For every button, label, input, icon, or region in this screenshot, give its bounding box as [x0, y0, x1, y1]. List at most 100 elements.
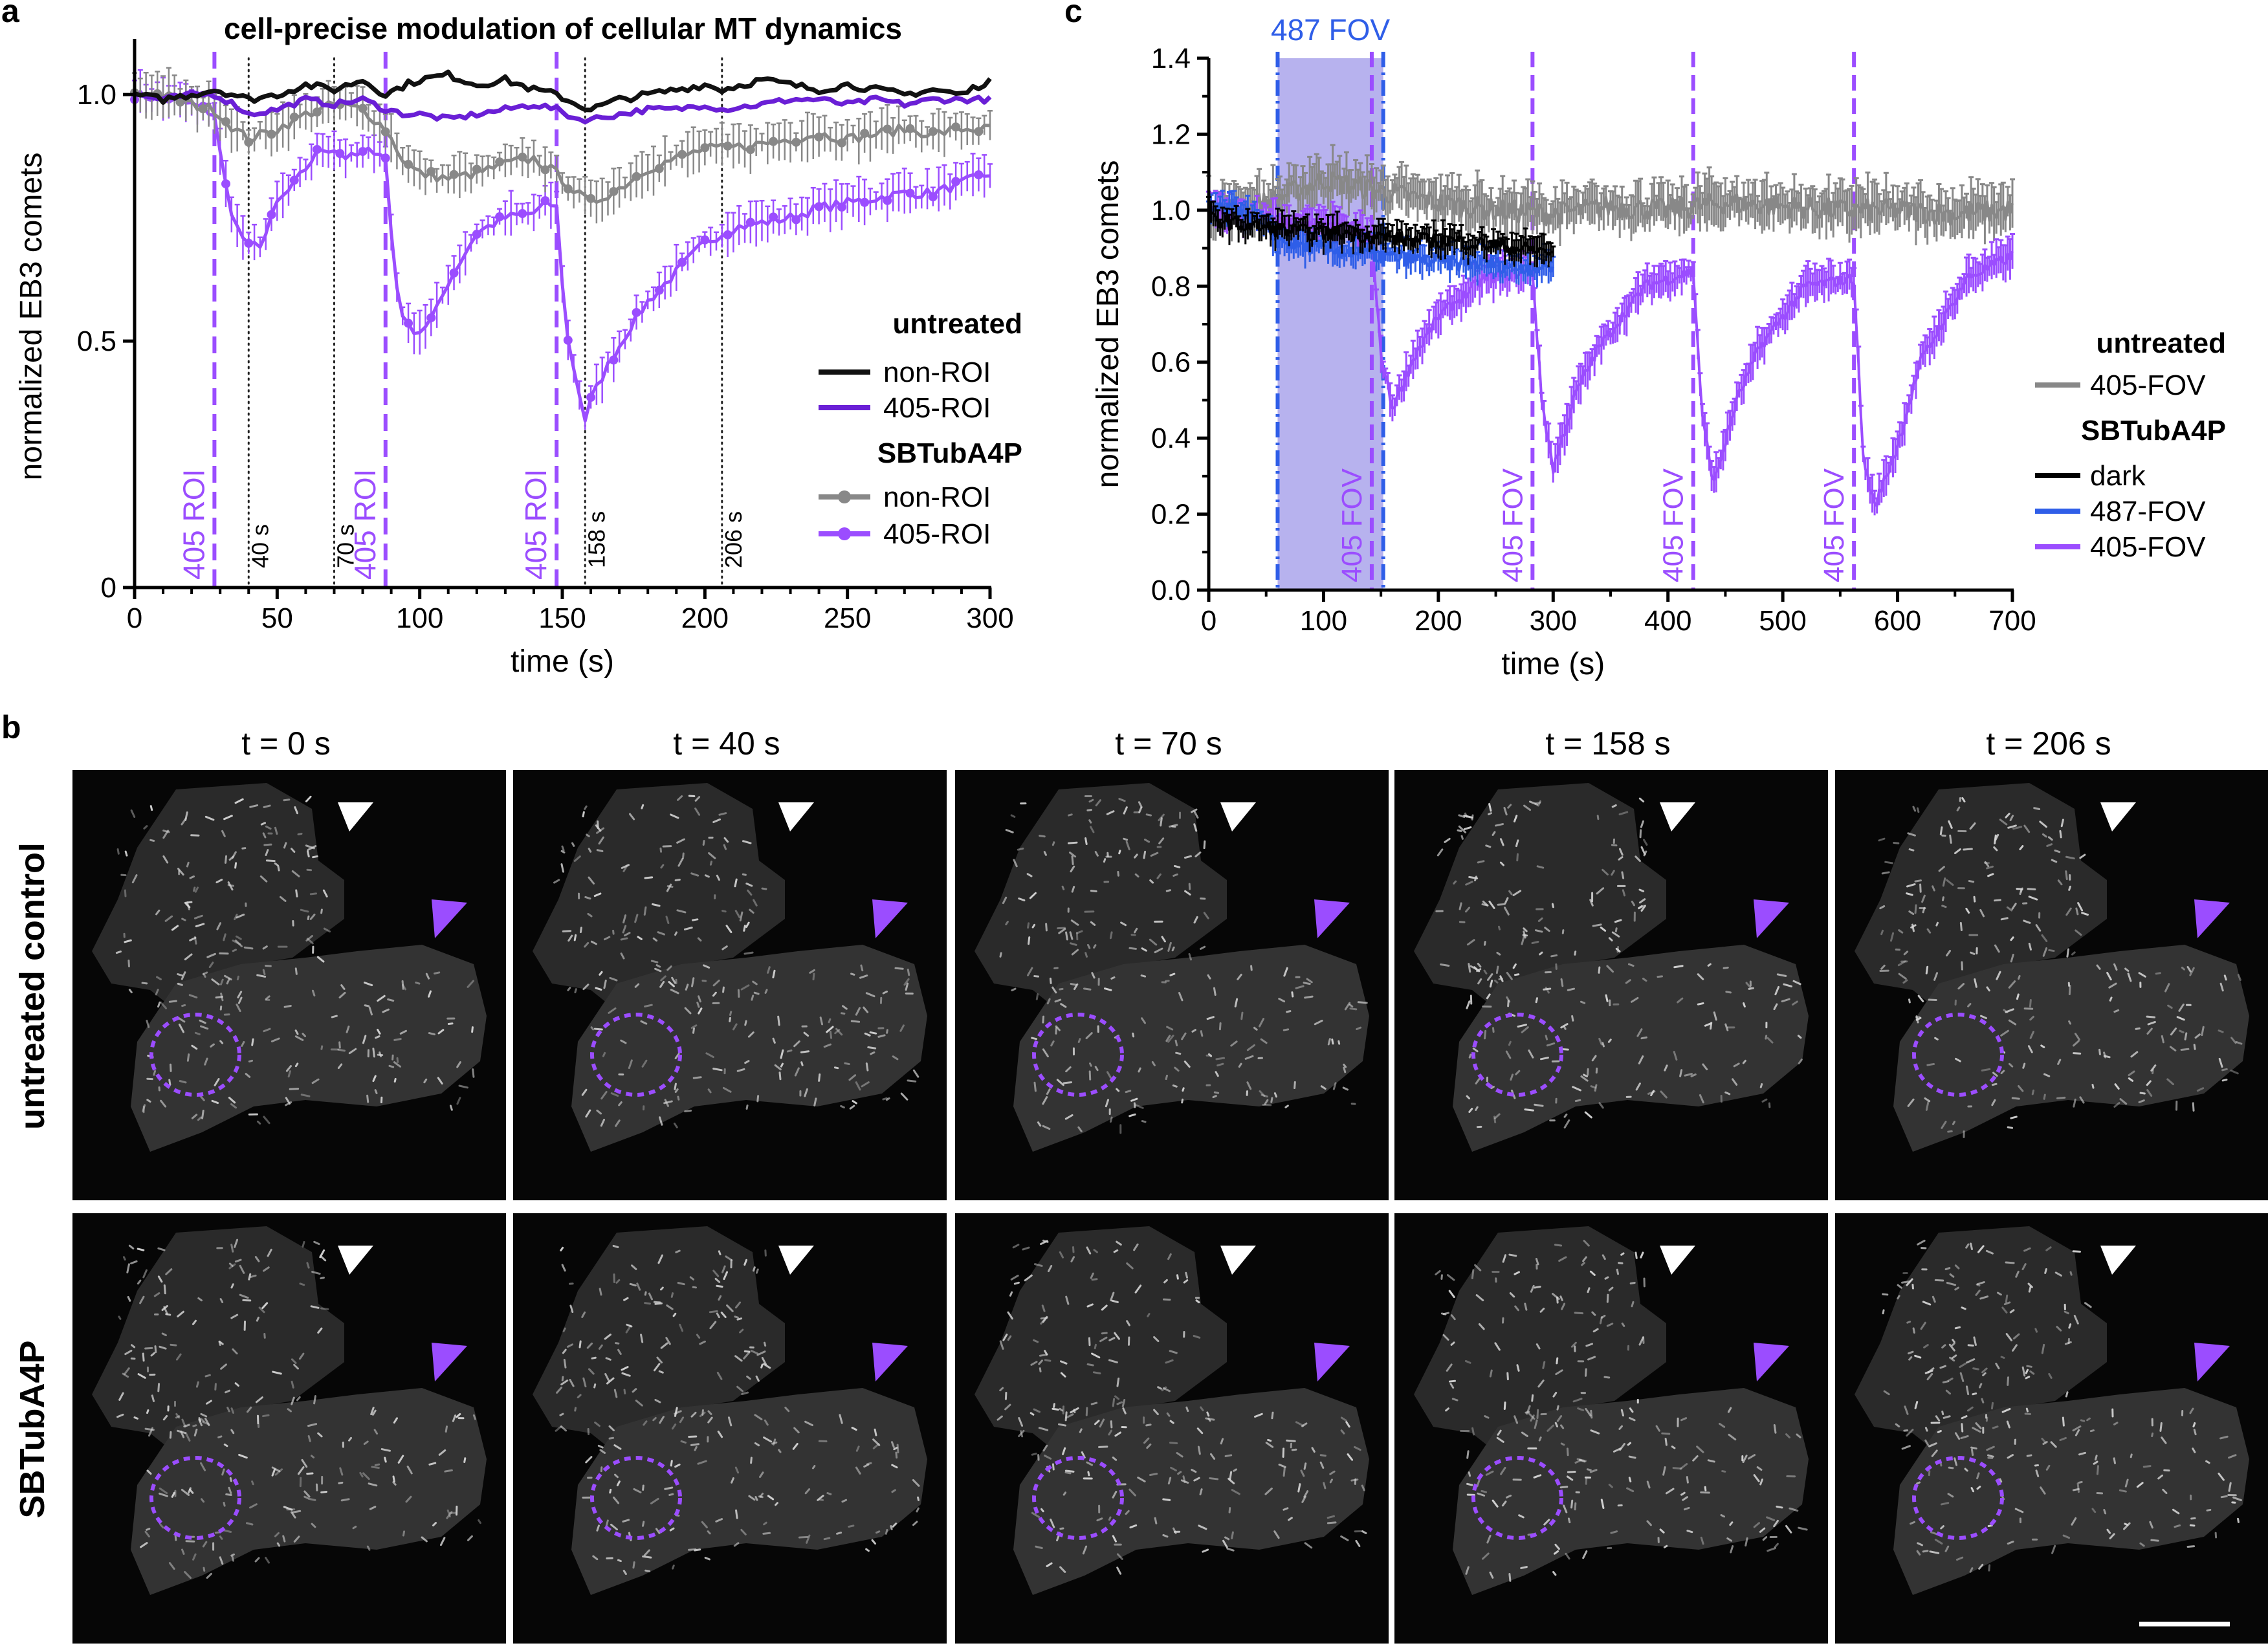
comet: [2008, 1062, 2014, 1068]
comet: [1756, 1466, 1763, 1471]
comet: [1589, 899, 1594, 907]
comet: [1767, 1037, 1774, 1044]
comet: [1088, 798, 1094, 803]
comet: [746, 1375, 751, 1380]
comet: [1494, 1342, 1501, 1351]
comet: [826, 1491, 832, 1495]
comet: [1598, 966, 1601, 974]
micrograph-tile: [1394, 1213, 1828, 1644]
data-point: [540, 196, 550, 206]
y-tick-label: 1.0: [77, 79, 116, 111]
comet: [723, 844, 727, 850]
comet: [305, 795, 312, 802]
comet: [221, 1468, 225, 1476]
comet: [291, 848, 296, 853]
comet: [1586, 1468, 1592, 1471]
comet: [223, 1443, 228, 1447]
comet: [1059, 1527, 1064, 1530]
comet: [1485, 1470, 1494, 1476]
comet: [640, 1334, 644, 1343]
illumination-label: 405 FOV: [1497, 468, 1528, 582]
timepoint-column-label: t = 70 s: [1115, 725, 1222, 762]
comet: [1566, 1475, 1574, 1481]
comet: [717, 1430, 723, 1438]
comet: [305, 844, 315, 850]
comet: [265, 849, 269, 857]
comet: [1058, 928, 1066, 934]
comet: [294, 806, 298, 815]
comet: [899, 1024, 905, 1032]
comet: [1912, 806, 1917, 812]
x-tick-label: 50: [261, 602, 293, 634]
comet: [664, 1486, 674, 1490]
data-point: [198, 104, 208, 114]
comet: [2155, 972, 2161, 975]
comet: [2106, 971, 2112, 981]
comet: [1086, 943, 1091, 949]
comet: [393, 1061, 402, 1068]
comet: [1042, 1096, 1048, 1105]
comet: [1141, 947, 1147, 952]
comet: [1504, 897, 1509, 904]
comet: [806, 1534, 811, 1544]
comet: [1605, 994, 1609, 1002]
comet: [1128, 947, 1137, 950]
comet: [653, 1363, 661, 1372]
comet: [1640, 905, 1646, 912]
comet: [1986, 986, 1990, 992]
timepoint-label: 70 s: [332, 524, 358, 568]
data-point: [860, 129, 870, 138]
comet: [657, 1254, 663, 1264]
comet: [1878, 837, 1886, 842]
data-point: [563, 335, 573, 345]
micrograph-tile: [1835, 770, 2268, 1200]
comet: [553, 879, 560, 884]
comet: [1730, 1545, 1734, 1554]
comet: [346, 1025, 350, 1033]
comet: [1206, 1411, 1210, 1417]
comet: [2081, 912, 2089, 916]
comet: [195, 923, 205, 928]
comet: [1893, 842, 1900, 844]
comet: [753, 899, 758, 907]
comet: [221, 830, 226, 837]
comet: [2051, 859, 2058, 863]
comet: [2079, 853, 2086, 859]
comet: [712, 1270, 720, 1277]
comet: [1165, 1035, 1171, 1042]
data-point: [609, 355, 619, 365]
comet: [617, 1348, 622, 1356]
comet: [598, 1344, 603, 1350]
comet: [2029, 1031, 2034, 1039]
comet: [1174, 1066, 1180, 1072]
comet: [2179, 1029, 2185, 1033]
comet: [716, 1312, 720, 1319]
comet: [698, 995, 701, 1003]
comet: [604, 1372, 610, 1382]
comet: [741, 1391, 749, 1396]
comet: [1103, 858, 1106, 863]
comet: [1301, 1422, 1308, 1427]
comet: [199, 1025, 209, 1030]
comet: [2042, 833, 2047, 838]
comet: [265, 825, 272, 830]
comet: [642, 1521, 645, 1527]
comet: [1946, 949, 1952, 957]
comet: [1169, 973, 1176, 976]
legend-marker: [838, 490, 851, 503]
comet: [759, 1492, 764, 1498]
comet: [731, 1477, 734, 1484]
comet: [1776, 973, 1787, 977]
comet: [1618, 811, 1629, 816]
comet: [697, 937, 702, 942]
comet: [1727, 1407, 1732, 1413]
comet: [2016, 888, 2023, 890]
comet: [124, 850, 128, 857]
comet: [192, 1319, 197, 1325]
comet: [1435, 1270, 1441, 1275]
comet: [1349, 1004, 1354, 1008]
comet: [1516, 1364, 1520, 1372]
comet: [1554, 1543, 1560, 1550]
comet: [320, 1490, 327, 1493]
